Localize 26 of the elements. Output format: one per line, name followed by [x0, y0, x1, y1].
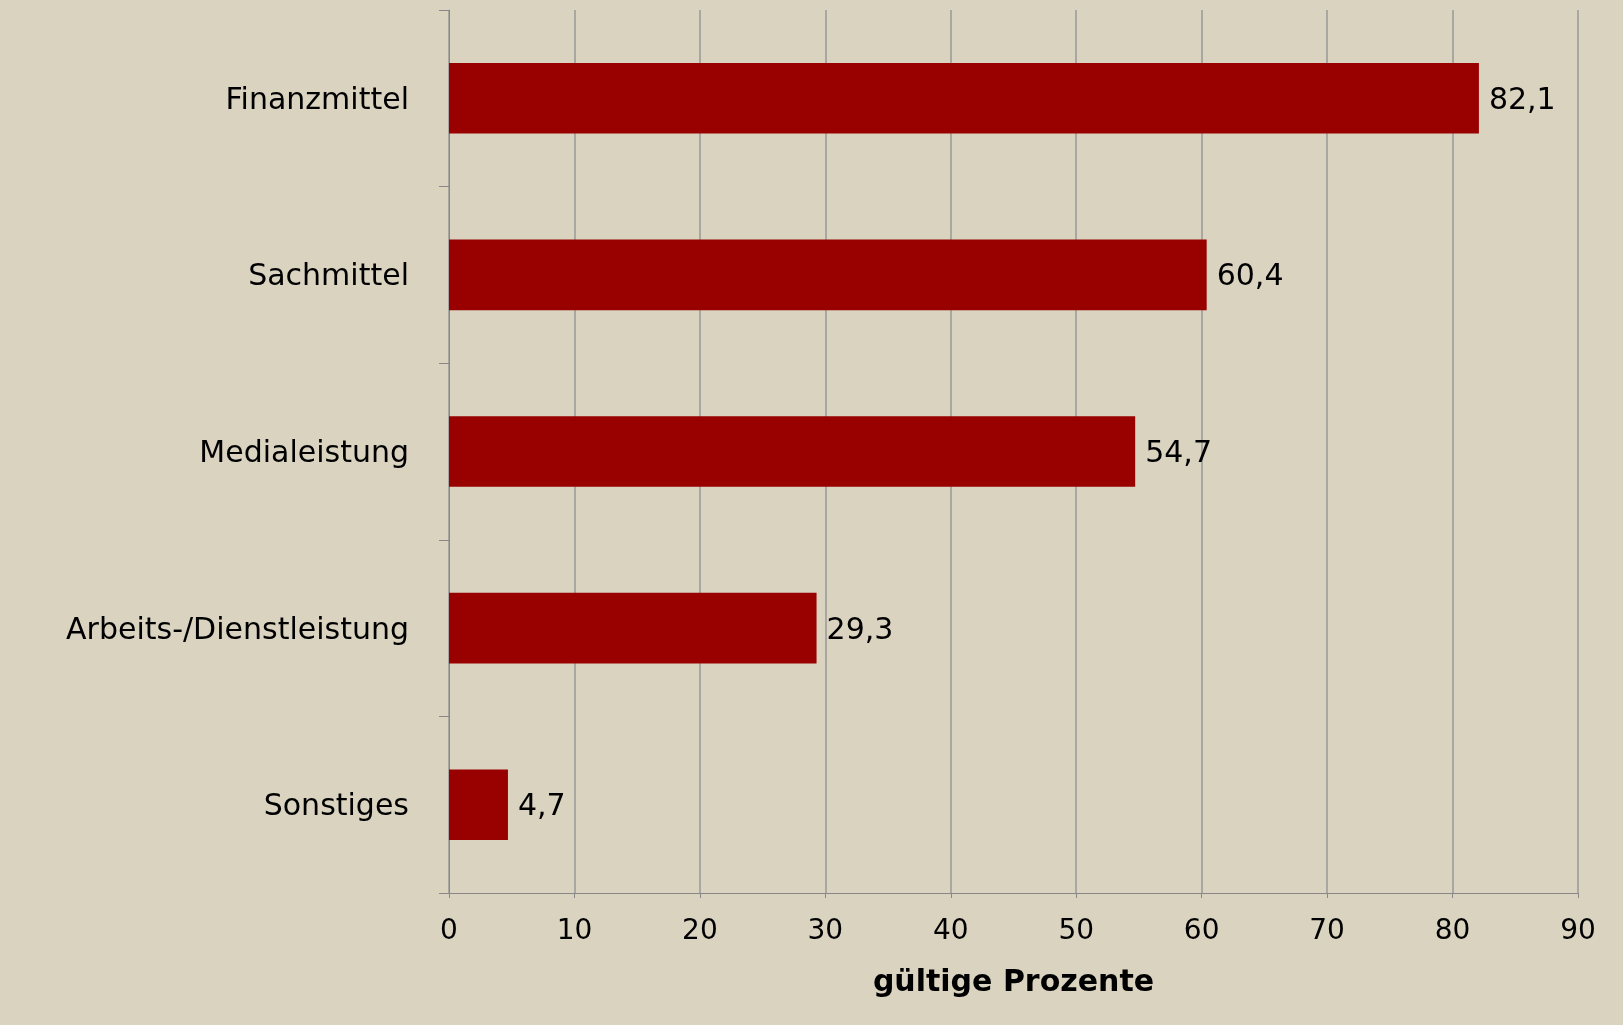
- y-tick-label: Sonstiges: [263, 787, 409, 823]
- x-tick-label: 30: [807, 912, 844, 946]
- bar: [449, 769, 508, 841]
- x-tick-label: 90: [1560, 912, 1596, 946]
- y-tick-label: Sachmittel: [248, 257, 409, 293]
- data-label: 60,4: [1216, 257, 1284, 293]
- y-tick-label: Arbeits-/Dienstleistung: [66, 610, 409, 646]
- x-tick-label: 0: [440, 912, 458, 946]
- x-tick-label: 10: [556, 912, 593, 946]
- y-tick-label: Medialeistung: [199, 434, 409, 469]
- y-tick-label: Finanzmittel: [225, 80, 409, 116]
- x-axis-title: gültige Prozente: [872, 962, 1155, 998]
- x-tick-label: 40: [932, 912, 969, 946]
- x-tick-label: 20: [682, 912, 718, 946]
- x-tick-label: 80: [1434, 912, 1471, 946]
- x-tick-label: 70: [1309, 912, 1345, 946]
- bar: [449, 416, 1136, 487]
- data-label: 82,1: [1488, 80, 1556, 116]
- bar: [449, 592, 817, 664]
- x-tick-label: 50: [1058, 912, 1095, 946]
- x-tick-label: 60: [1183, 912, 1220, 946]
- bar: [449, 62, 1479, 134]
- data-label: 54,7: [1145, 434, 1212, 469]
- bar: [449, 239, 1207, 311]
- data-label: 4,7: [517, 787, 566, 823]
- data-label: 29,3: [826, 610, 894, 646]
